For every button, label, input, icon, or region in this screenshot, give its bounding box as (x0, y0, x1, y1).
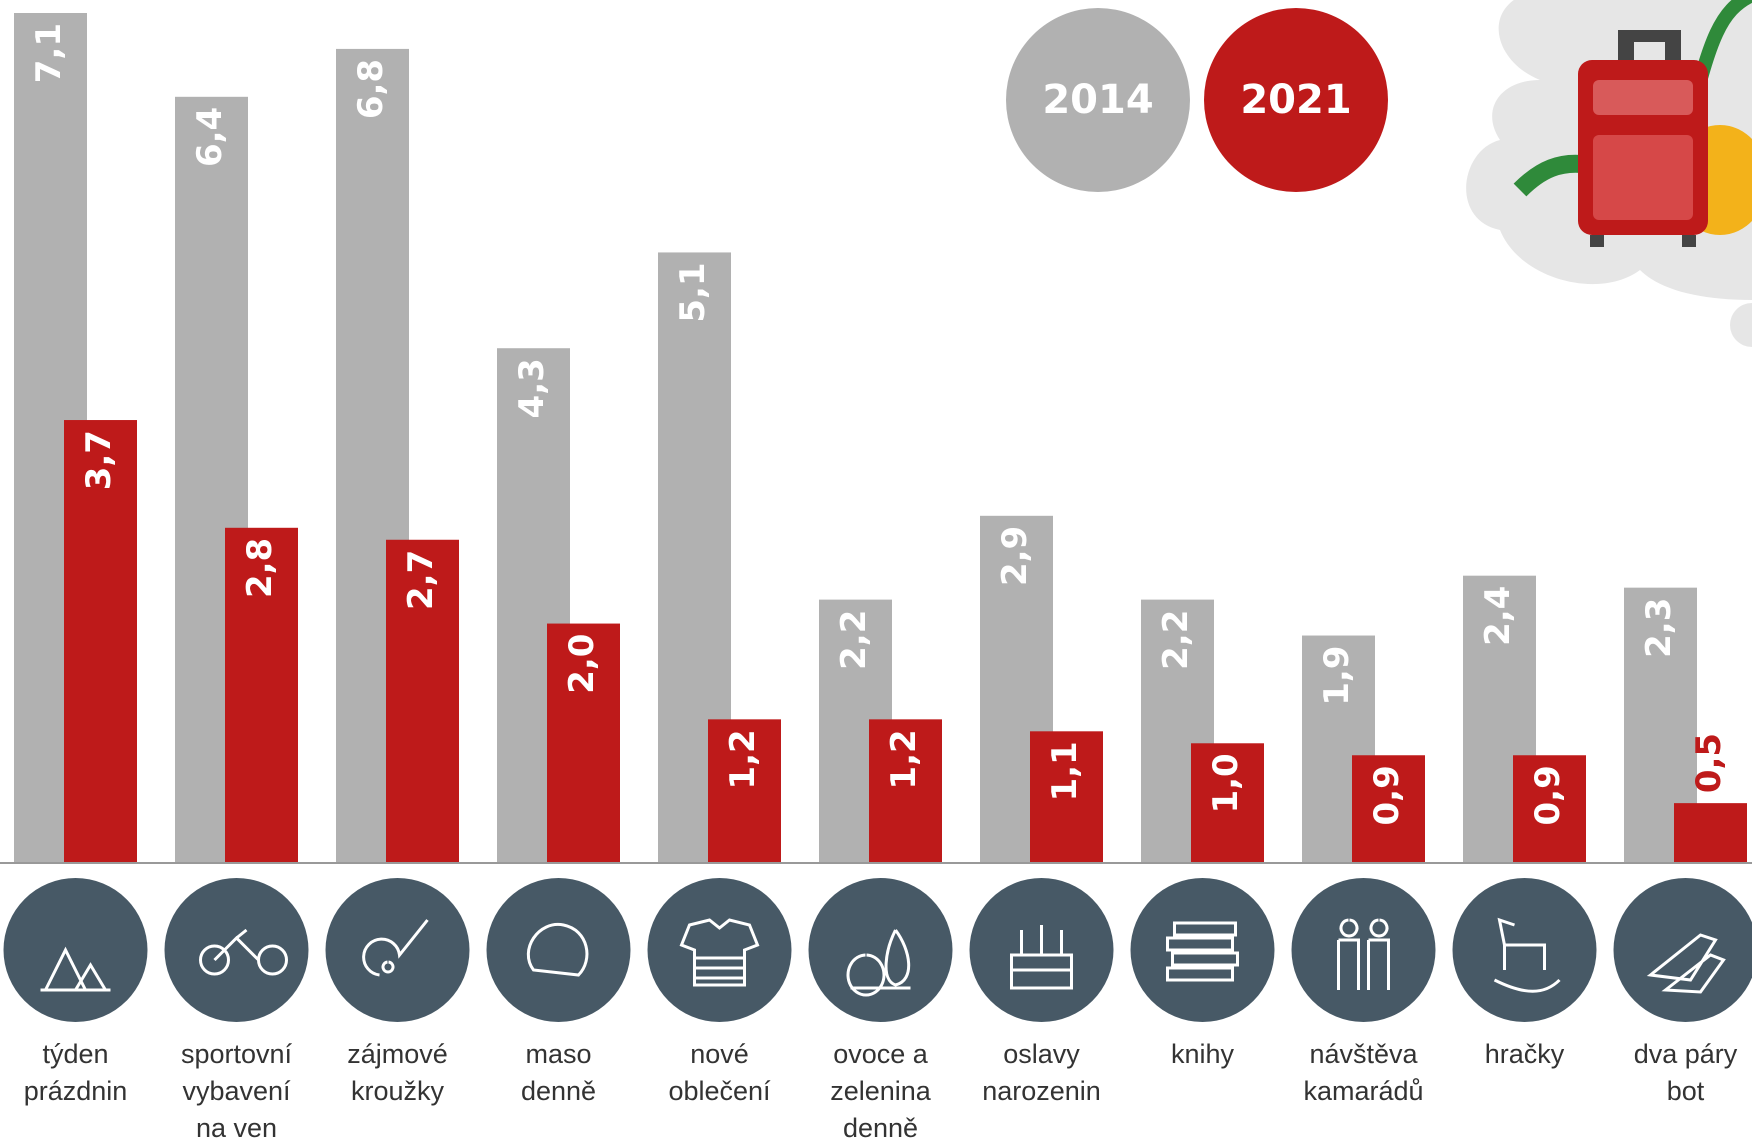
x-tick-label: zájmové kroužky (347, 1039, 448, 1106)
category-icon (3, 878, 148, 1022)
category-icon-glyph (1493, 917, 1561, 993)
bar (1352, 755, 1425, 863)
legend-marker (1006, 8, 1190, 192)
category-icon (808, 878, 953, 1022)
legend-label: 2014 (1042, 77, 1153, 123)
category-icon-glyph (362, 919, 429, 977)
decoration (1466, 0, 1752, 347)
value-label: 2,9 (995, 526, 1035, 586)
category-icon-glyph (679, 918, 760, 987)
category-icon (647, 878, 792, 1022)
value-label: 0,5 (1689, 733, 1729, 793)
category-icon-glyph (1337, 918, 1390, 990)
x-tick-label: návštěva kamarádů (1303, 1039, 1424, 1106)
x-tick-label: nové oblečení (668, 1039, 771, 1106)
x-tick-label: maso denně (520, 1039, 597, 1106)
value-label: 1,2 (884, 729, 924, 789)
x-tick-label: knihy (1170, 1039, 1235, 1069)
bar (547, 623, 620, 863)
category-icon (164, 878, 309, 1022)
bar (225, 527, 298, 863)
value-label: 4,3 (512, 358, 552, 418)
bar (708, 719, 781, 863)
x-tick-label: dva páry bot (1633, 1039, 1738, 1106)
category-icon-glyph (40, 946, 111, 992)
value-label: 0,9 (1528, 765, 1568, 825)
bar (1513, 755, 1586, 863)
value-label: 2,7 (401, 550, 441, 610)
category-icon-glyph (1166, 921, 1239, 982)
bar (1191, 743, 1264, 863)
category-icon (1452, 878, 1597, 1022)
value-label: 1,1 (1045, 741, 1085, 801)
value-label: 6,8 (351, 59, 391, 119)
value-label: 1,9 (1317, 646, 1357, 706)
category-icon-glyph (199, 928, 289, 976)
category-icon (486, 878, 631, 1022)
category-icon-glyph (1646, 933, 1726, 994)
value-label: 2,3 (1639, 598, 1679, 658)
legend-marker (1204, 8, 1388, 192)
value-label: 2,4 (1478, 586, 1518, 646)
x-tick-label: ovoce a zelenina denně (830, 1039, 931, 1143)
category-icon (1291, 878, 1436, 1022)
x-tick-label: sportovní vybavení na ven (180, 1039, 293, 1143)
value-label: 0,9 (1367, 765, 1407, 825)
value-label: 2,8 (240, 538, 280, 598)
value-label: 3,7 (79, 430, 119, 490)
bar (1674, 803, 1747, 863)
value-label: 2,2 (834, 610, 874, 670)
value-label: 2,2 (1156, 610, 1196, 670)
value-label: 2,0 (562, 634, 602, 694)
bar (386, 539, 459, 863)
value-label: 6,4 (190, 107, 230, 167)
value-label: 7,1 (29, 23, 69, 83)
bar (869, 719, 942, 863)
value-label: 1,0 (1206, 753, 1246, 813)
category-icon-glyph (1010, 925, 1073, 990)
value-label: 5,1 (673, 262, 713, 322)
bar (64, 420, 137, 863)
x-tick-label: oslavy narozenin (982, 1039, 1101, 1106)
category-icon-glyph (526, 923, 589, 977)
x-tick-label: týden prázdnin (23, 1039, 128, 1106)
bar (1030, 731, 1103, 863)
value-label: 1,2 (723, 729, 763, 789)
x-tick-label: hračky (1484, 1039, 1565, 1069)
legend-label: 2021 (1240, 77, 1351, 123)
category-icon-glyph (846, 929, 911, 997)
